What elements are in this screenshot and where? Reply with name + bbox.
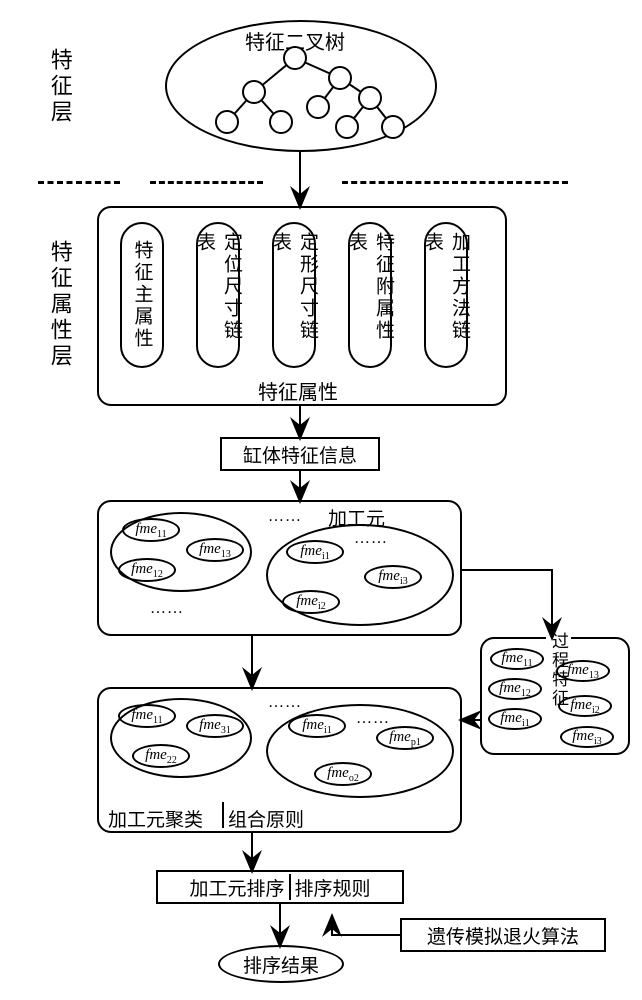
ga-box: 遗传模拟退火算法 bbox=[400, 918, 606, 952]
body-feature-info-label: 缸体特征信息 bbox=[243, 441, 357, 468]
ellipsis: …… bbox=[268, 508, 302, 526]
cluster-title-b: 组合原则 bbox=[228, 805, 304, 832]
result-label: 排序结果 bbox=[243, 951, 319, 978]
attr-pill: 定形尺寸链表 bbox=[272, 222, 316, 368]
ga-label: 遗传模拟退火算法 bbox=[427, 922, 579, 949]
fme-node: fme31 bbox=[186, 714, 244, 738]
fme-node: fmeo2 bbox=[314, 762, 372, 786]
fme-node: fmei3 bbox=[560, 726, 614, 748]
sort-label-a: 加工元排序 bbox=[189, 874, 284, 901]
result-ellipse: 排序结果 bbox=[218, 945, 344, 983]
body-feature-info-box: 缸体特征信息 bbox=[220, 437, 380, 471]
fme-node: fmei1 bbox=[286, 540, 344, 564]
layer2-label: 特征属性层 bbox=[44, 240, 75, 370]
ellipsis: …… bbox=[356, 710, 390, 728]
fme-node: fmei3 bbox=[364, 565, 422, 589]
fme-node: fme13 bbox=[556, 660, 610, 682]
layer-divider-1 bbox=[38, 181, 120, 184]
layer-divider-3 bbox=[342, 181, 568, 184]
binary-tree bbox=[0, 0, 642, 170]
fme-node: fme12 bbox=[118, 558, 176, 582]
ellipsis: …… bbox=[150, 600, 184, 618]
attr-pill: 特征附属性表 bbox=[348, 222, 392, 368]
attr-pill: 特征主属性 bbox=[120, 222, 164, 368]
fme-node: fme11 bbox=[122, 518, 180, 542]
ellipsis: …… bbox=[354, 530, 388, 548]
sort-label-b: 排序规则 bbox=[295, 874, 371, 901]
feature-attr-title: 特征属性 bbox=[258, 376, 338, 405]
attr-pill: 定位尺寸链表 bbox=[196, 222, 240, 368]
fme-node: fme13 bbox=[186, 538, 244, 562]
fme-node: fmei1 bbox=[488, 708, 542, 730]
fme-node: fmep1 bbox=[376, 726, 434, 750]
cluster-title-a: 加工元聚类 bbox=[108, 805, 203, 832]
fme-node: fme11 bbox=[118, 704, 176, 728]
fme-node: fmei2 bbox=[282, 590, 340, 614]
fme-node: fmei2 bbox=[558, 695, 612, 717]
layer-divider-2 bbox=[150, 181, 263, 184]
sort-box: 加工元排序 排序规则 bbox=[156, 870, 404, 904]
ellipsis: …… bbox=[268, 694, 302, 712]
attr-pill: 加工方法链表 bbox=[424, 222, 468, 368]
cluster-title-divider bbox=[222, 802, 224, 828]
fme-node: fme12 bbox=[488, 678, 542, 700]
fme-node: fme22 bbox=[132, 744, 190, 768]
fme-node: fme11 bbox=[490, 648, 544, 670]
fme-node: fmei1 bbox=[288, 714, 346, 738]
sort-divider bbox=[289, 874, 291, 900]
